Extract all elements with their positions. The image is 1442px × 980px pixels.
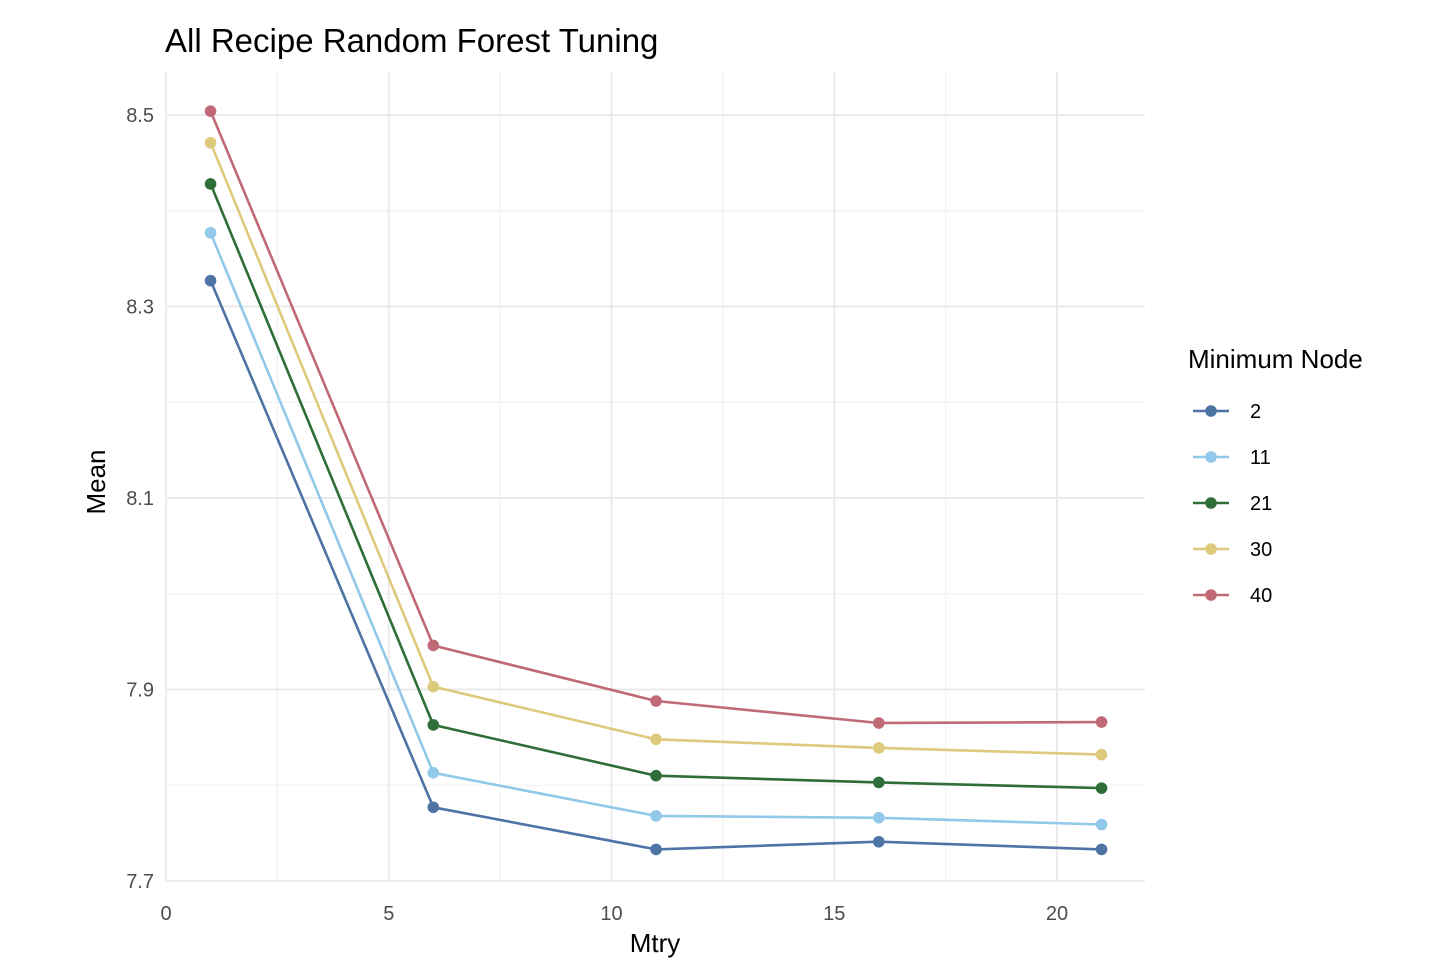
data-point (650, 810, 662, 822)
data-point (873, 776, 885, 789)
data-point (204, 136, 217, 149)
legend-label: 2 (1250, 401, 1261, 423)
data-point (650, 733, 662, 746)
data-point (427, 801, 440, 814)
data-point (1095, 843, 1108, 856)
legend-key-point (1205, 497, 1217, 509)
legend: Minimum Node 2 11 21 30 40 (1188, 344, 1363, 607)
data-point (1095, 818, 1108, 831)
y-tick-label: 8.5 (126, 105, 154, 127)
series-line (209, 280, 1102, 851)
data-point (873, 742, 885, 754)
chart-title: All Recipe Random Forest Tuning (165, 22, 658, 59)
y-tick-label: 7.7 (126, 871, 154, 893)
legend-item: 21 (1193, 493, 1272, 515)
series-layer (204, 105, 1108, 856)
data-point (427, 767, 440, 779)
x-tick-label: 0 (160, 903, 171, 925)
x-tick-label: 15 (823, 903, 845, 925)
series-11 (204, 226, 1108, 831)
legend-label: 11 (1250, 447, 1271, 469)
legend-key-point (1205, 451, 1217, 463)
x-axis-title: Mtry (630, 928, 681, 958)
series-30 (204, 136, 1108, 761)
legend-title: Minimum Node (1188, 344, 1363, 374)
data-point (650, 695, 662, 707)
y-tick-label: 8.3 (126, 297, 154, 319)
legend-label: 21 (1250, 493, 1272, 515)
legend-key-point (1205, 405, 1217, 417)
data-point (427, 639, 440, 652)
grid (165, 72, 1145, 882)
x-axis-ticks: 0 5 10 15 20 (160, 903, 1068, 925)
y-axis-ticks: 7.7 7.9 8.1 8.3 8.5 (126, 105, 154, 893)
data-point (873, 717, 885, 729)
data-point (873, 812, 885, 824)
data-point (650, 769, 662, 782)
y-axis-title: Mean (81, 449, 111, 514)
legend-key-point (1205, 589, 1217, 601)
data-point (427, 680, 440, 693)
legend-label: 40 (1250, 585, 1272, 607)
series-line (209, 110, 1102, 725)
x-tick-label: 5 (383, 903, 394, 925)
data-point (204, 226, 217, 239)
series-40 (204, 105, 1108, 729)
x-tick-label: 10 (600, 903, 622, 925)
series-21 (204, 178, 1108, 794)
legend-item: 11 (1193, 447, 1271, 469)
data-point (1095, 782, 1108, 794)
y-tick-label: 8.1 (126, 488, 154, 510)
series-line (209, 142, 1102, 756)
y-tick-label: 7.9 (126, 680, 154, 702)
x-tick-label: 20 (1046, 903, 1068, 925)
data-point (204, 178, 217, 190)
legend-item: 2 (1193, 401, 1261, 423)
legend-item: 30 (1193, 539, 1272, 561)
legend-key-point (1205, 543, 1217, 555)
data-point (873, 835, 885, 848)
data-point (427, 719, 440, 731)
series-2 (204, 274, 1108, 856)
data-point (1095, 748, 1108, 761)
data-point (204, 105, 217, 117)
data-point (650, 843, 662, 856)
data-point (204, 274, 217, 287)
legend-label: 30 (1250, 539, 1272, 561)
data-point (1095, 716, 1108, 728)
legend-item: 40 (1193, 585, 1272, 607)
